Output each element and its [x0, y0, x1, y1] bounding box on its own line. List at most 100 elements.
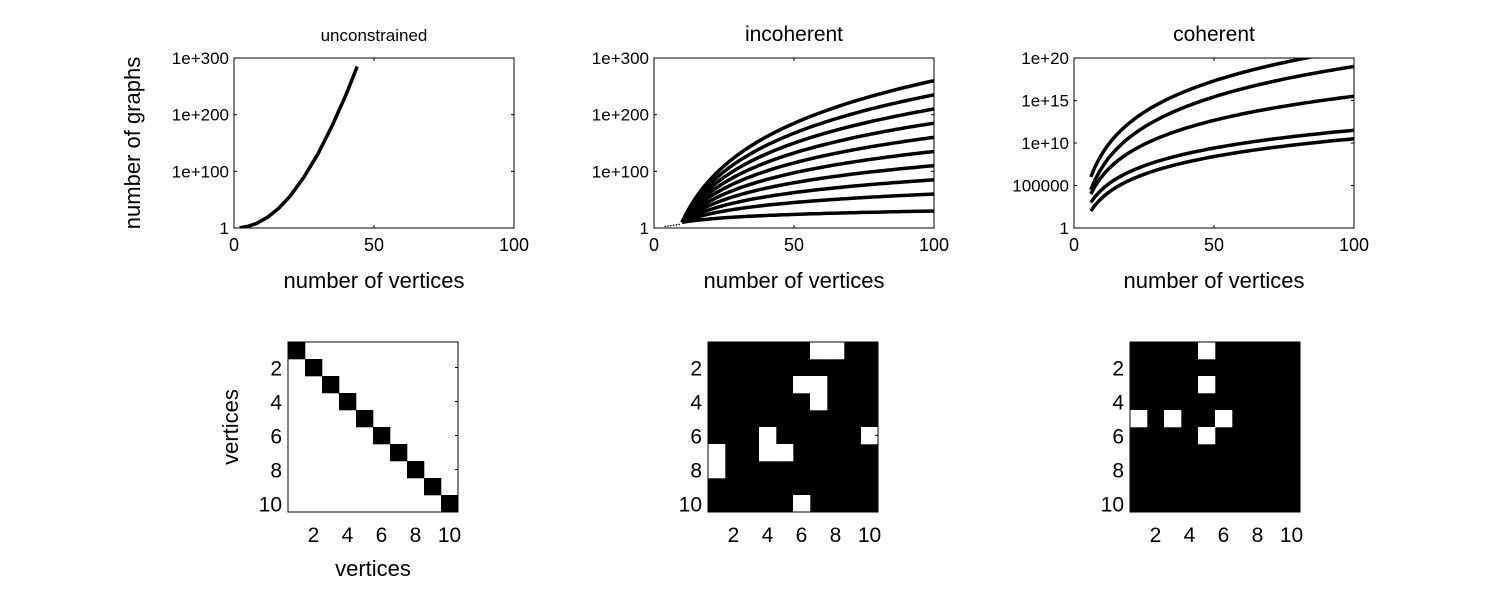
x-tick-label: 6 — [376, 524, 388, 547]
y-tick-label: 8 — [270, 460, 282, 483]
series-line-4 — [1089, 64, 1354, 191]
matrix-cell — [1198, 427, 1216, 445]
y-axis-label: vertices — [218, 389, 243, 465]
matrix-cell — [1130, 410, 1148, 428]
x-tick-label: 8 — [410, 524, 422, 547]
y-tick-label: 10 — [1101, 494, 1124, 517]
x-tick-label: 50 — [1204, 235, 1224, 255]
series-line-5 — [680, 149, 934, 224]
x-tick-label: 100 — [499, 235, 529, 255]
y-tick-label: 1e+300 — [592, 49, 649, 68]
panel-title: incoherent — [745, 23, 843, 46]
y-tick-label: 1 — [640, 219, 649, 238]
line-panel-3: 0 50 100 1 100000 1e+10 1e+15 1e+20 coherent numb… — [1012, 23, 1369, 293]
matrix-cell — [373, 427, 391, 445]
matrix-cell — [708, 444, 726, 462]
series-line-5 — [1089, 58, 1316, 178]
y-tick-label: 1 — [1060, 219, 1069, 238]
y-tick-label: 6 — [1112, 426, 1124, 449]
x-axis-label: vertices — [335, 556, 411, 581]
x-axis-label: number of vertices — [1124, 268, 1305, 293]
x-tick-label: 10 — [438, 524, 461, 547]
plot-area — [1089, 58, 1354, 213]
y-tick-label: 1e+100 — [592, 162, 649, 181]
series-line-1 — [681, 209, 934, 225]
matrix-cell — [827, 342, 845, 360]
y-tick-label: 2 — [1112, 358, 1124, 381]
matrix-cell — [356, 410, 374, 428]
x-tick-label: 4 — [342, 524, 354, 547]
series-line-6 — [680, 135, 934, 224]
x-tick-label: 4 — [762, 524, 774, 547]
matrix-cell — [1215, 410, 1233, 428]
x-tick-label: 2 — [1150, 524, 1162, 547]
matrix-cell — [407, 461, 425, 479]
x-tick-label: 100 — [1339, 235, 1369, 255]
matrix-cell — [441, 495, 459, 513]
matrix-cell — [708, 461, 726, 479]
x-tick-label: 0 — [649, 235, 659, 255]
series-line-4 — [680, 163, 934, 224]
matrix-cell — [861, 427, 879, 445]
line-panel-2: 0 50 100 1 1e+100 1e+200 1e+300 incoherent numbe… — [592, 23, 949, 293]
plot-area — [664, 78, 934, 228]
matrix-cell — [810, 342, 828, 360]
series-line-7 — [680, 121, 934, 224]
matrix-cell — [288, 342, 306, 360]
y-tick-label: 8 — [1112, 460, 1124, 483]
line-panel-1: 0 50 100 1 1e+100 1e+200 1e+300 unconstrained nu… — [120, 26, 529, 293]
y-tick-label: 10 — [259, 494, 282, 517]
x-tick-label: 10 — [1280, 524, 1303, 547]
matrix-cell — [776, 444, 794, 462]
matrix-cell — [759, 444, 777, 462]
y-axis-label: number of graphs — [120, 57, 145, 229]
series-line-2 — [1089, 128, 1354, 204]
matrix-background — [708, 342, 878, 512]
matrix-frame — [1129, 341, 1301, 513]
y-tick-label: 1e+300 — [172, 49, 229, 68]
y-tick-label: 8 — [690, 460, 702, 483]
y-tick-label: 1e+15 — [1021, 92, 1069, 111]
matrix-cell — [305, 359, 323, 377]
y-tick-label: 1 — [220, 219, 229, 238]
sparse-dot — [672, 224, 675, 227]
x-axis-label: number of vertices — [704, 268, 885, 293]
series-line-3 — [681, 178, 934, 224]
matrix-frame — [707, 341, 879, 513]
y-tick-label: 1e+200 — [592, 106, 649, 125]
matrix-cell — [390, 444, 408, 462]
series-line-8 — [680, 107, 934, 224]
y-tick-label: 4 — [1112, 392, 1124, 415]
x-tick-label: 0 — [1069, 235, 1079, 255]
matrix-cell — [424, 478, 442, 496]
series-line-3 — [1089, 94, 1354, 195]
y-tick-label: 6 — [270, 426, 282, 449]
x-tick-label: 6 — [1218, 524, 1230, 547]
matrix-cell — [759, 427, 777, 445]
y-tick-label: 6 — [690, 426, 702, 449]
y-tick-label: 1e+200 — [172, 106, 229, 125]
y-tick-label: 1e+10 — [1021, 134, 1069, 153]
y-tick-label: 2 — [270, 358, 282, 381]
panel-title: coherent — [1173, 23, 1255, 46]
y-tick-label: 4 — [270, 392, 282, 415]
matrix-cell — [810, 393, 828, 411]
x-tick-label: 8 — [830, 524, 842, 547]
matrix-cell — [1198, 342, 1216, 360]
x-tick-label: 2 — [308, 524, 320, 547]
x-tick-label: 6 — [796, 524, 808, 547]
sparse-dot — [670, 224, 672, 227]
x-tick-label: 0 — [229, 235, 239, 255]
series-line-10 — [680, 78, 934, 224]
y-tick-label: 10 — [679, 494, 702, 517]
matrix-frame — [287, 341, 459, 513]
plot-area — [239, 65, 359, 228]
x-axis-label: number of vertices — [284, 268, 465, 293]
y-tick-label: 1e+20 — [1021, 49, 1069, 68]
series-line-9 — [680, 93, 934, 224]
x-tick-label: 4 — [1184, 524, 1196, 547]
